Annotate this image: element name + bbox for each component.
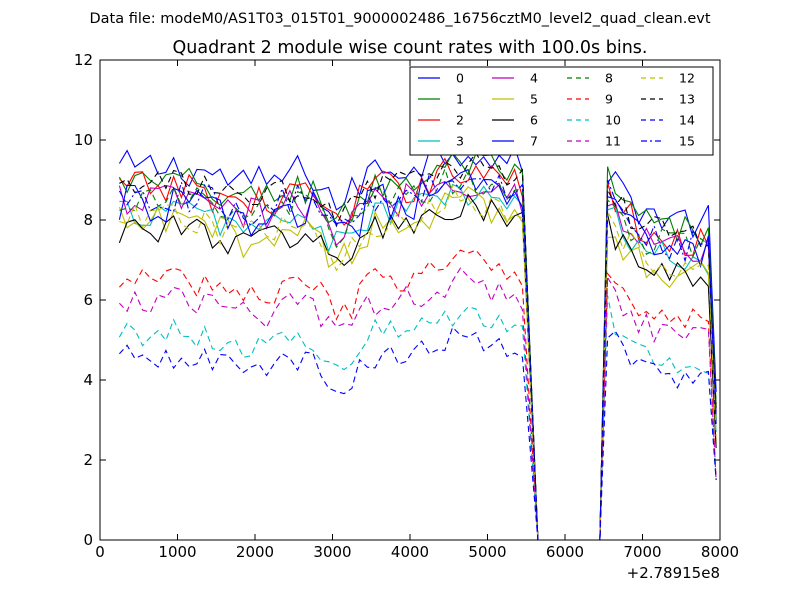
series-line-3 [119, 183, 717, 541]
legend-label-11: 11 [605, 134, 621, 149]
legend-label-5: 5 [530, 92, 538, 107]
legend-label-12: 12 [679, 71, 695, 86]
figure-suptitle: Data file: modeM0/AS1T03_015T01_90000024… [89, 11, 710, 27]
series-line-2 [119, 157, 717, 541]
y-tick-label: 0 [83, 531, 93, 549]
legend-label-14: 14 [679, 113, 695, 128]
series-line-6 [118, 193, 717, 541]
series-line-13 [119, 152, 717, 541]
series-line-1 [118, 152, 717, 541]
legend-label-1: 1 [456, 92, 464, 107]
legend-label-9: 9 [605, 92, 613, 107]
series-line-15 [118, 172, 717, 541]
legend-label-15: 15 [679, 134, 695, 149]
x-tick-label: 1000 [158, 543, 196, 561]
x-tick-label: 3000 [313, 543, 351, 561]
x-axis: 0 1000 2000 3000 4000 5000 6000 7000 8000 [95, 60, 739, 561]
x-tick-label: 8000 [701, 543, 739, 561]
x-tick-label: 2000 [236, 543, 274, 561]
legend-label-13: 13 [679, 92, 695, 107]
legend-label-2: 2 [456, 113, 464, 128]
chart-title: Quadrant 2 module wise count rates with … [173, 38, 648, 58]
x-tick-label: 7000 [623, 543, 661, 561]
y-tick-label: 4 [83, 371, 93, 389]
legend-label-0: 0 [456, 71, 464, 86]
x-offset-label: +2.78915e8 [627, 564, 720, 582]
series-line-5 [118, 186, 717, 541]
series-line-7 [118, 168, 717, 541]
series-line-12 [119, 184, 717, 541]
legend-label-7: 7 [530, 134, 538, 149]
legend-label-8: 8 [605, 71, 613, 86]
plot-lines [118, 145, 717, 541]
x-tick-label: 5000 [468, 543, 506, 561]
y-tick-label: 12 [74, 51, 93, 69]
series-line-11 [119, 267, 717, 541]
y-tick-label: 8 [83, 211, 93, 229]
x-tick-label: 4000 [391, 543, 429, 561]
legend-label-3: 3 [456, 134, 464, 149]
x-tick-label: 0 [95, 543, 105, 561]
series-line-14 [118, 326, 717, 541]
legend-label-6: 6 [530, 113, 538, 128]
legend-label-4: 4 [530, 71, 538, 86]
y-tick-label: 10 [74, 131, 93, 149]
y-tick-label: 6 [83, 291, 93, 309]
legend-frame [409, 66, 714, 156]
series-line-10 [118, 295, 717, 541]
legend-label-10: 10 [605, 113, 621, 128]
x-tick-label: 6000 [546, 543, 584, 561]
y-tick-label: 2 [83, 451, 93, 469]
